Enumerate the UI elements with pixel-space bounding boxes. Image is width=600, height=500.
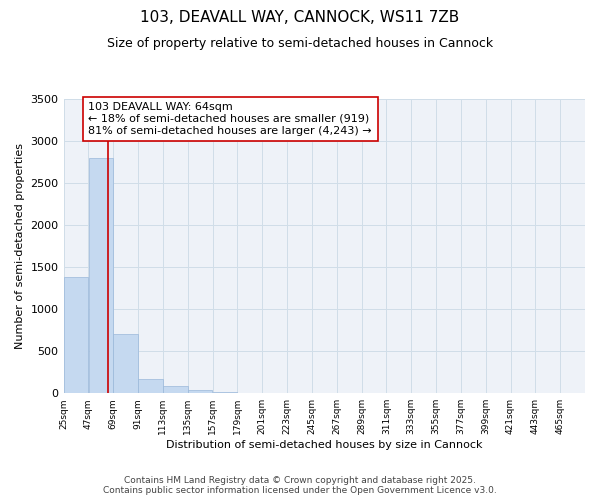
Text: Size of property relative to semi-detached houses in Cannock: Size of property relative to semi-detach…	[107, 38, 493, 51]
Bar	[212, 392, 237, 393]
Bar	[89, 158, 113, 393]
Text: Contains HM Land Registry data © Crown copyright and database right 2025.
Contai: Contains HM Land Registry data © Crown c…	[103, 476, 497, 495]
Bar	[113, 334, 138, 393]
Bar	[163, 386, 188, 393]
Bar	[138, 379, 163, 393]
Text: 103 DEAVALL WAY: 64sqm
← 18% of semi-detached houses are smaller (919)
81% of se: 103 DEAVALL WAY: 64sqm ← 18% of semi-det…	[88, 102, 372, 136]
X-axis label: Distribution of semi-detached houses by size in Cannock: Distribution of semi-detached houses by …	[166, 440, 482, 450]
Text: 103, DEAVALL WAY, CANNOCK, WS11 7ZB: 103, DEAVALL WAY, CANNOCK, WS11 7ZB	[140, 10, 460, 25]
Bar	[64, 277, 88, 393]
Bar	[188, 390, 212, 393]
Y-axis label: Number of semi-detached properties: Number of semi-detached properties	[15, 143, 25, 349]
